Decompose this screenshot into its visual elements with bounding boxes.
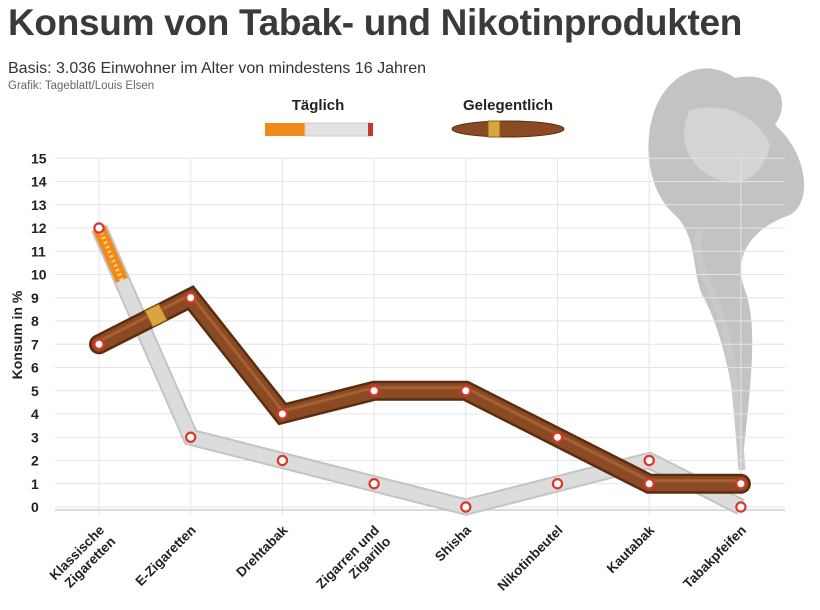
data-point-taeglich [93, 222, 105, 234]
y-tick-label: 1 [31, 476, 39, 492]
x-category-label: E-Zigaretten [133, 523, 199, 589]
data-point-gelegentlich [735, 478, 747, 490]
y-tick-label: 15 [31, 150, 47, 166]
data-point-gelegentlich [93, 338, 105, 350]
data-markers [93, 222, 747, 513]
x-category-label-line: Shisha [432, 522, 474, 564]
data-point-gelegentlich [368, 385, 380, 397]
x-category-label: Nikotinbeutel [495, 523, 566, 594]
y-tick-label: 5 [31, 383, 39, 399]
data-point-taeglich [460, 501, 472, 513]
legend: Täglich Gelegentlich [265, 97, 565, 138]
y-tick-label: 6 [31, 360, 39, 376]
y-tick-label: 9 [31, 290, 39, 306]
x-category-label-line: Nikotinbeutel [495, 523, 566, 594]
smoke-wisp [694, 228, 746, 471]
smoke-illustration [648, 68, 805, 471]
x-category-label: Zigarren undZigarillo [313, 523, 393, 603]
y-tick-label: 8 [31, 313, 39, 329]
cigar-icon [451, 120, 565, 138]
chart-grid [55, 157, 785, 515]
x-category-label-line: Drehtabak [233, 522, 291, 580]
y-tick-label: 10 [31, 267, 47, 283]
data-point-taeglich [368, 478, 380, 490]
y-tick-label: 3 [31, 429, 39, 445]
series-line-taeglich [93, 225, 744, 514]
x-axis-categories: KlassischeZigaretten E-Zigaretten Drehtaba… [47, 522, 749, 603]
x-category-label: KlassischeZigaretten [47, 522, 119, 594]
cigarette-icon-ember [368, 123, 373, 136]
y-tick-label: 4 [31, 406, 39, 422]
cigarette-filter [93, 225, 128, 283]
legend-label-gelegentlich: Gelegentlich [463, 97, 553, 114]
y-tick-label: 0 [31, 499, 39, 515]
data-point-gelegentlich [460, 385, 472, 397]
series-gelegentlich [89, 285, 751, 494]
chart-title: Konsum von Tabak- und Nikotinprodukten [8, 2, 743, 43]
data-point-taeglich [735, 501, 747, 513]
x-category-label-line: Tabakpfeifen [680, 523, 749, 592]
series-line-gelegentlich [91, 288, 749, 492]
cigar-icon-body [451, 120, 565, 138]
x-category-label: Drehtabak [233, 522, 291, 580]
data-point-taeglich [643, 454, 655, 467]
legend-item-gelegentlich: Gelegentlich [451, 97, 565, 138]
legend-item-taeglich: Täglich [265, 97, 373, 137]
x-category-label-line: E-Zigaretten [133, 523, 199, 589]
smoke-cloud-front [684, 107, 770, 183]
y-tick-label: 7 [31, 336, 39, 352]
y-tick-label: 12 [31, 220, 47, 236]
x-category-label: Shisha [432, 522, 474, 564]
data-point-taeglich [276, 454, 289, 467]
data-point-gelegentlich [276, 408, 289, 420]
cigar-icon-band [487, 120, 501, 138]
y-tick-label: 14 [31, 174, 47, 190]
x-category-label: Tabakpfeifen [680, 523, 749, 592]
y-axis-label: Konsum in % [9, 290, 25, 379]
cigarette-icon-paper [304, 122, 372, 137]
series-taeglich [91, 224, 745, 516]
data-point-gelegentlich [643, 478, 655, 490]
legend-label-taeglich: Täglich [292, 97, 345, 114]
cigarette-icon [265, 122, 373, 137]
chart-subtitle: Basis: 3.036 Einwohner im Alter von mind… [8, 60, 427, 77]
smoke-cloud-back [648, 68, 805, 470]
x-category-label: Kautabak [604, 522, 658, 576]
data-point-taeglich [184, 431, 197, 443]
y-tick-label: 11 [31, 243, 46, 259]
y-tick-label: 13 [31, 197, 47, 213]
data-point-gelegentlich [184, 292, 197, 304]
y-tick-label: 2 [31, 453, 39, 469]
chart-credit: Grafik: Tageblatt/Louis Elsen [8, 80, 155, 92]
cigar-band [143, 303, 168, 328]
cigarette-icon-filter [265, 123, 305, 136]
x-category-label-line: Kautabak [604, 522, 658, 576]
series-line-gelegentlich-highlight [98, 292, 741, 483]
data-point-gelegentlich [551, 431, 564, 443]
data-point-taeglich [551, 478, 564, 490]
